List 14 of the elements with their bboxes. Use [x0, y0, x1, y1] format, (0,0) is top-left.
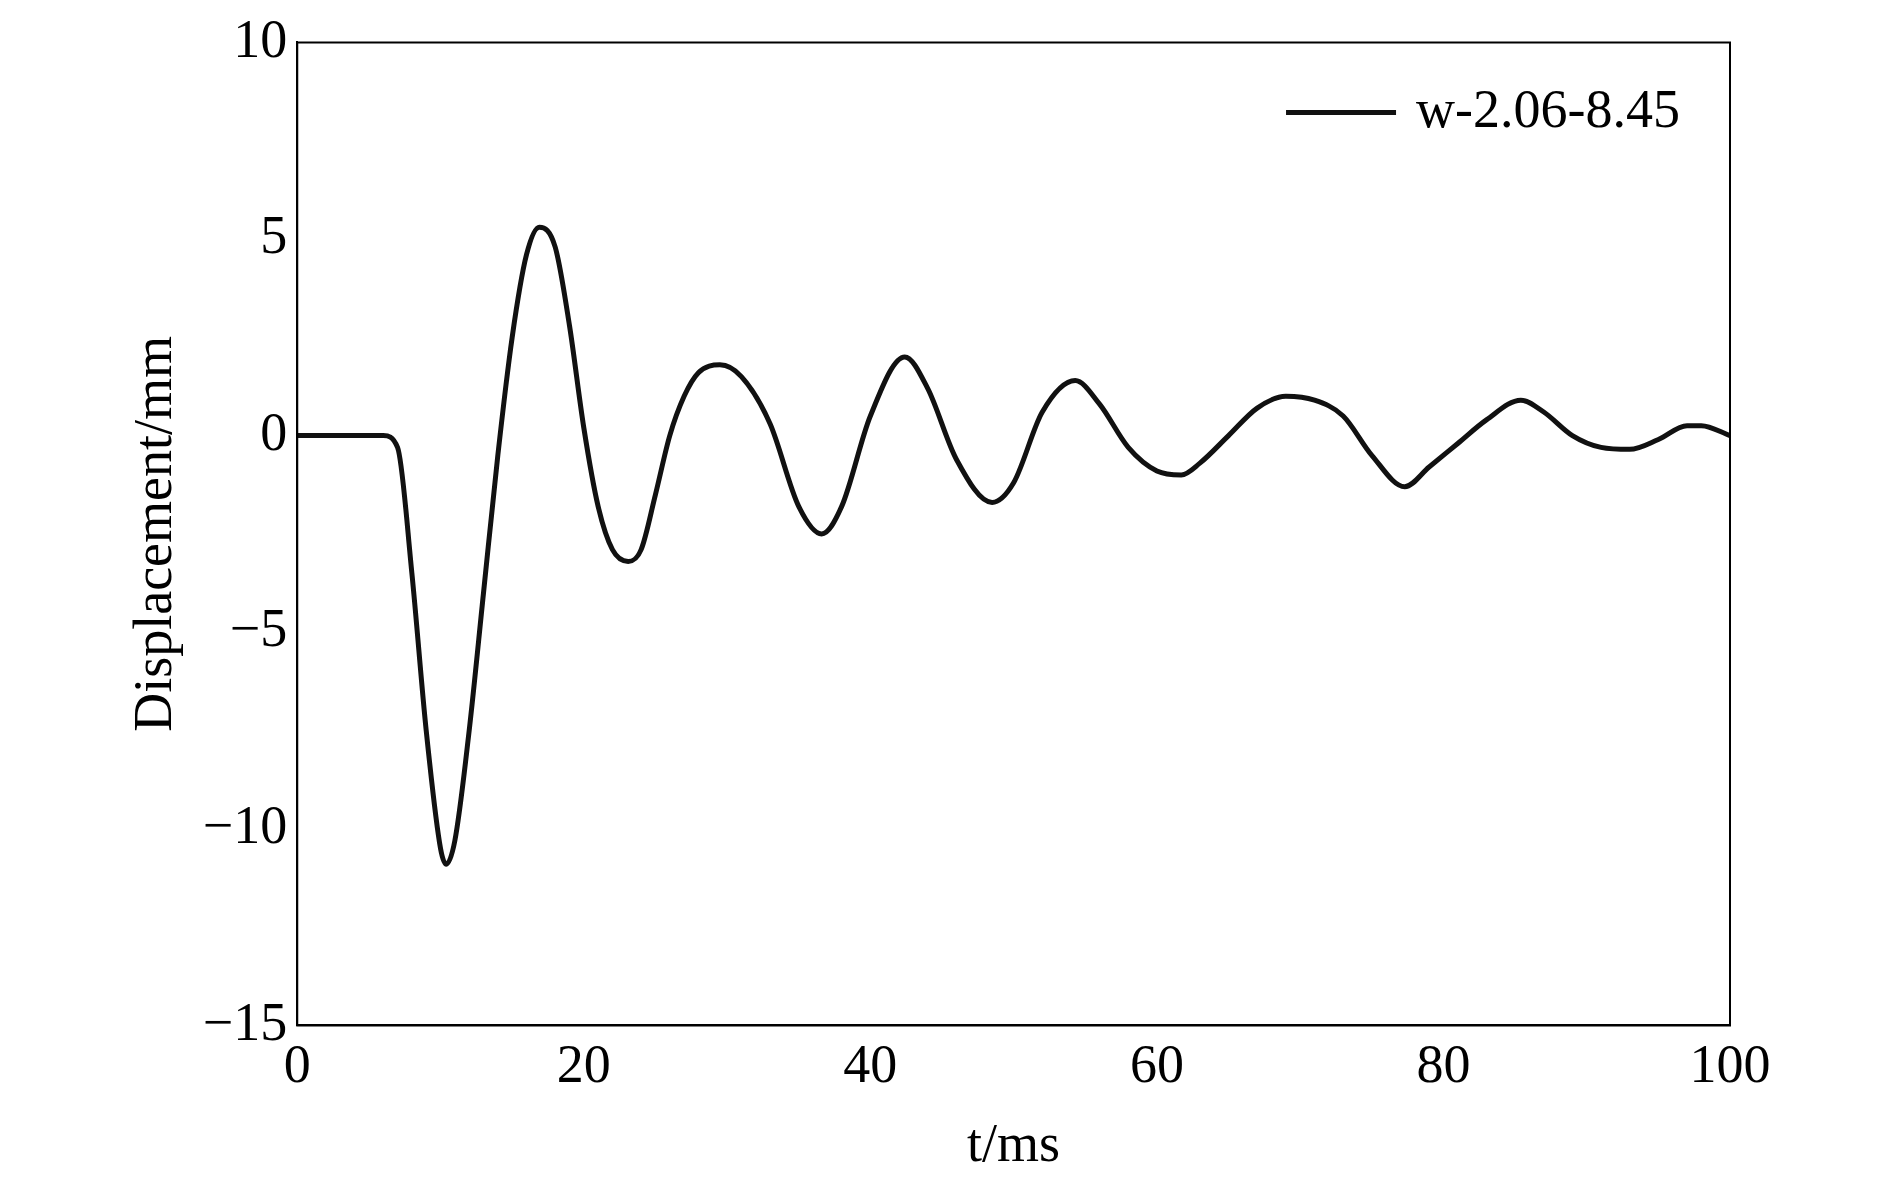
y-tick-label: 5: [260, 205, 288, 266]
x-tick-label: 100: [1689, 1033, 1771, 1094]
y-tick-label: 10: [233, 8, 288, 69]
x-tick-label: 60: [1129, 1033, 1184, 1094]
y-axis-title: Displacement/mm: [122, 335, 183, 732]
y-tick-label: −5: [229, 598, 288, 659]
x-axis-title: t/ms: [967, 1112, 1061, 1173]
y-tick-label: −10: [202, 794, 288, 855]
legend-label: w-2.06-8.45: [1416, 78, 1681, 139]
x-tick-label: 20: [556, 1033, 611, 1094]
y-tick-label: −15: [202, 991, 288, 1052]
y-tick-label: 0: [260, 401, 288, 462]
x-tick-label: 80: [1416, 1033, 1471, 1094]
x-tick-label: 40: [843, 1033, 898, 1094]
